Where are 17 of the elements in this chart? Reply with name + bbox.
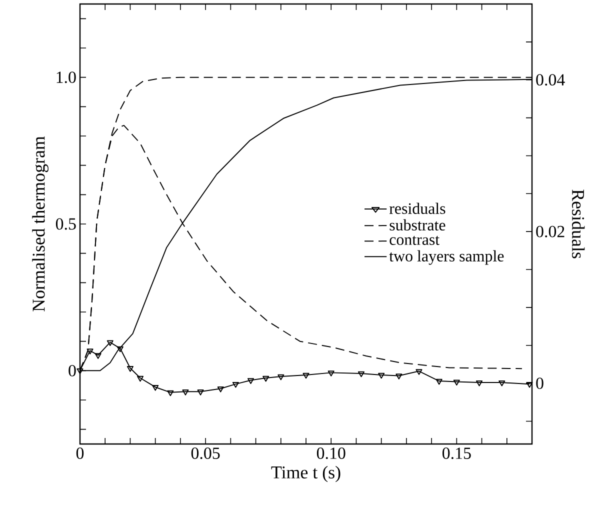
y2-tick-label: 0 xyxy=(536,378,544,390)
legend-label: two layers sample xyxy=(389,250,504,265)
x-axis-title: Time t (s) xyxy=(271,466,340,482)
legend-label: residuals xyxy=(389,202,446,214)
y2-tick-label: 0.04 xyxy=(536,74,565,86)
y-tick-label: 1.0 xyxy=(56,72,76,84)
x-tick-label: 0 xyxy=(76,448,84,459)
y-tick-label: 0.5 xyxy=(56,218,76,230)
legend-label: substrate xyxy=(390,219,446,231)
x-tick-label: 0.10 xyxy=(316,448,346,460)
y2-tick-label: 0.02 xyxy=(536,226,564,238)
y-axis-title: Normalised thermogram xyxy=(32,136,48,312)
y2-axis-title: Residuals xyxy=(572,190,585,258)
legend-label: contrast xyxy=(390,236,440,245)
x-tick-label: 0.05 xyxy=(191,448,220,460)
y-tick-label: 0 xyxy=(68,364,76,376)
x-tick-label: 0.15 xyxy=(442,448,471,460)
